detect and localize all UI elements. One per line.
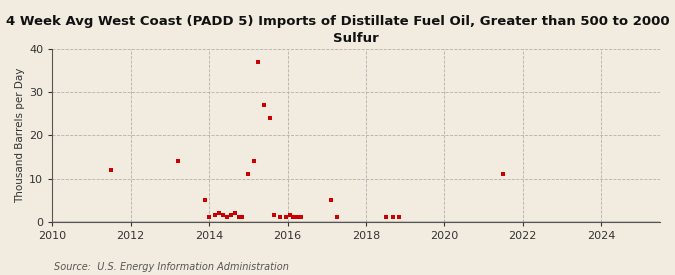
Point bbox=[252, 60, 263, 64]
Point bbox=[380, 215, 391, 220]
Y-axis label: Thousand Barrels per Day: Thousand Barrels per Day bbox=[15, 68, 25, 203]
Title: 4 Week Avg West Coast (PADD 5) Imports of Distillate Fuel Oil, Greater than 500 : 4 Week Avg West Coast (PADD 5) Imports o… bbox=[5, 15, 675, 45]
Point bbox=[213, 211, 224, 215]
Point bbox=[233, 215, 244, 220]
Point bbox=[331, 215, 342, 220]
Point bbox=[172, 159, 183, 163]
Point bbox=[225, 213, 236, 218]
Point bbox=[230, 211, 240, 215]
Point bbox=[284, 213, 295, 218]
Point bbox=[265, 116, 275, 120]
Point bbox=[221, 215, 232, 220]
Point bbox=[280, 215, 291, 220]
Point bbox=[394, 215, 405, 220]
Point bbox=[204, 215, 215, 220]
Point bbox=[497, 172, 508, 176]
Point bbox=[288, 215, 299, 220]
Point bbox=[325, 198, 336, 202]
Text: Source:  U.S. Energy Information Administration: Source: U.S. Energy Information Administ… bbox=[54, 262, 289, 272]
Point bbox=[274, 215, 285, 220]
Point bbox=[106, 168, 117, 172]
Point bbox=[292, 215, 303, 220]
Point bbox=[269, 213, 279, 218]
Point bbox=[388, 215, 399, 220]
Point bbox=[249, 159, 260, 163]
Point bbox=[217, 213, 228, 218]
Point bbox=[296, 215, 306, 220]
Point bbox=[243, 172, 254, 176]
Point bbox=[200, 198, 211, 202]
Point bbox=[259, 103, 269, 107]
Point bbox=[237, 215, 248, 220]
Point bbox=[210, 213, 221, 218]
